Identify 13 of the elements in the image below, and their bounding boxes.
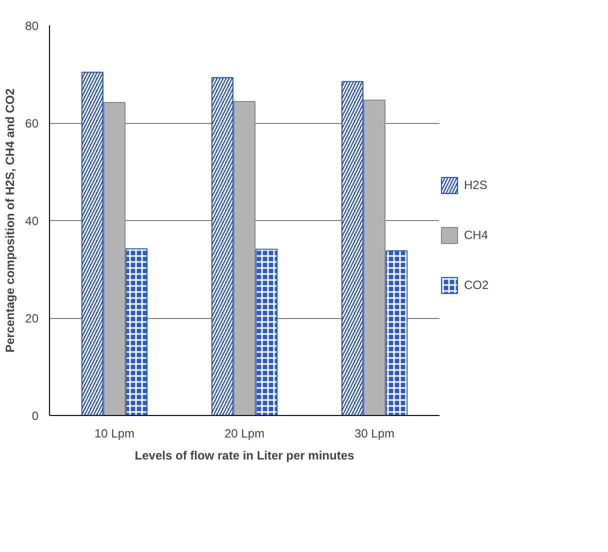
y-tick-label: 60 xyxy=(25,116,39,130)
x-tick-label: 30 Lpm xyxy=(354,426,395,440)
x-axis-title: Levels of flow rate in Liter per minutes xyxy=(134,448,355,462)
x-tick-label: 10 Lpm xyxy=(94,426,135,440)
y-tick-label: 0 xyxy=(32,409,39,423)
y-axis-title: Percentage composition of H2S, CH4 and CO2 xyxy=(3,88,18,353)
x-tick-label: 20 Lpm xyxy=(224,426,265,440)
y-tick-label: 20 xyxy=(25,312,39,326)
y-tick-label: 80 xyxy=(25,19,39,33)
legend-label: CO2 xyxy=(464,278,489,292)
legend-label: H2S xyxy=(464,178,488,192)
y-tick-label: 40 xyxy=(25,214,39,228)
legend-label: CH4 xyxy=(464,228,488,242)
